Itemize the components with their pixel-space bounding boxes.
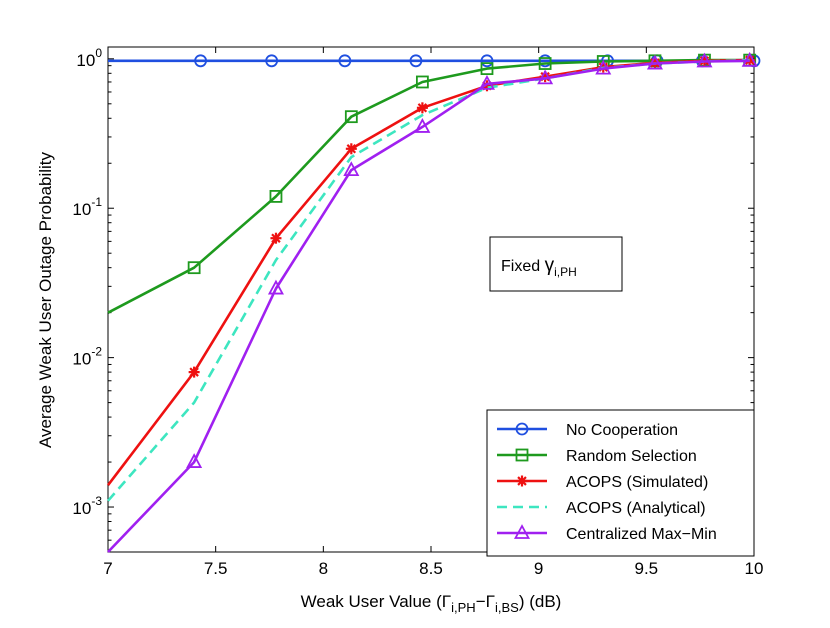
x-tick-label: 9.5 (635, 559, 659, 578)
annotation-box: Fixed γi,PH (489, 236, 623, 292)
y-tick-label: 10-1 (72, 195, 102, 219)
legend-marker-2 (516, 475, 528, 487)
series-marker-4 (646, 54, 663, 70)
annotation-label: Fixed γi,PH (501, 255, 577, 279)
series-marker-1 (415, 75, 429, 89)
series-marker-4 (696, 52, 713, 68)
series-marker-4 (343, 161, 360, 176)
series-line-1 (107, 58, 750, 314)
series-marker-0 (194, 54, 207, 68)
y-tick-label: 10-3 (72, 494, 102, 518)
series-marker-0 (480, 54, 494, 68)
legend: No Cooperation Random Selection ACOPS (Sim… (486, 409, 755, 557)
x-tick-label: 7.5 (204, 559, 228, 578)
series-marker-1 (187, 261, 201, 275)
x-tick-label: 7 (103, 559, 112, 578)
series-marker-0 (409, 54, 423, 68)
series-marker-2 (416, 102, 428, 114)
series-marker-4 (537, 69, 554, 85)
series-marker-2 (188, 366, 200, 378)
x-tick-label: 10 (745, 559, 764, 578)
y-tick-label: 10-2 (72, 345, 102, 369)
series-marker-1 (344, 110, 358, 124)
series-marker-1 (480, 62, 494, 76)
series-marker-4 (267, 279, 284, 295)
series-marker-0 (265, 54, 279, 68)
y-tick-label: 100 (76, 46, 102, 70)
series-marker-1 (538, 57, 552, 70)
series-marker-2 (345, 143, 357, 155)
series-marker-0 (338, 54, 352, 68)
legend-label-2: ACOPS (Simulated) (566, 474, 708, 491)
x-tick-label: 8.5 (419, 559, 443, 578)
legend-label-0: No Cooperation (566, 422, 678, 439)
legend-marker-4 (513, 524, 531, 539)
legend-label-3: ACOPS (Analytical) (566, 500, 706, 517)
legend-label-1: Random Selection (566, 448, 697, 465)
x-axis-label: Weak User Value (Γi,PH−Γi,BS) (dB) (301, 592, 562, 615)
series-marker-2 (270, 232, 282, 244)
x-tick-label: 9 (534, 559, 543, 578)
series-marker-1 (269, 189, 283, 203)
series-layer (106, 51, 761, 553)
series-marker-4 (741, 51, 758, 67)
series-line-4 (107, 59, 750, 553)
y-axis: 100 10-1 10-2 10-3 (72, 46, 754, 553)
x-tick-label: 8 (319, 559, 328, 578)
series-marker-4 (414, 118, 431, 133)
y-axis-label: Average Weak User Outage Probability (36, 151, 55, 448)
series-marker-4 (478, 74, 495, 90)
legend-marker-0 (515, 422, 529, 436)
series-marker-4 (186, 453, 203, 468)
series-marker-4 (595, 59, 612, 75)
legend-marker-1 (515, 448, 529, 462)
legend-label-4: Centralized Max−Min (566, 526, 717, 543)
